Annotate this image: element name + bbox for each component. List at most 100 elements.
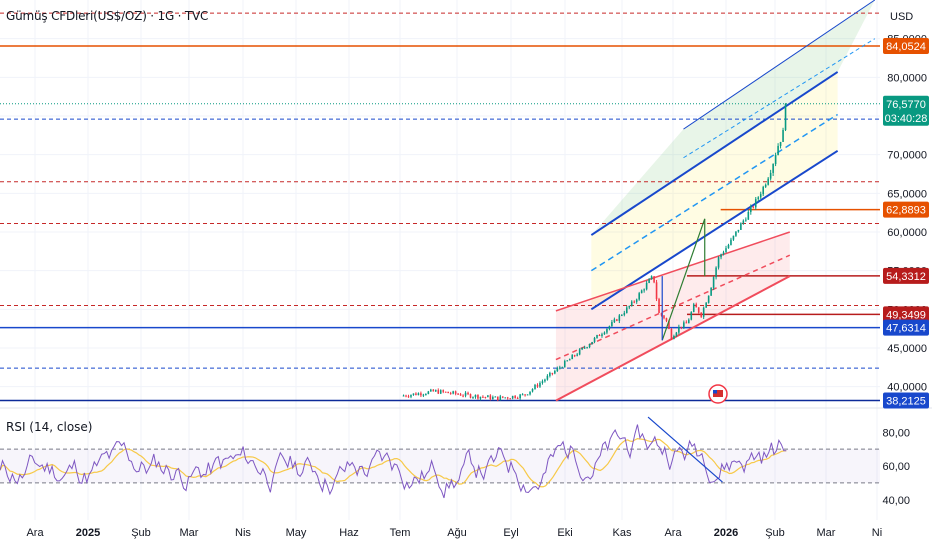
candle-body: [653, 276, 655, 283]
candle-body: [434, 390, 437, 392]
blue-channel-upper[interactable]: [590, 71, 839, 236]
candle-body: [551, 372, 554, 374]
candle-body: [692, 304, 695, 312]
candle-body: [772, 164, 774, 173]
time-tick-label: Eyl: [503, 527, 518, 539]
candle-body: [586, 347, 588, 349]
candle-body: [430, 389, 432, 392]
price-tag[interactable]: [883, 201, 929, 218]
candle-body: [420, 393, 422, 396]
time-tick-label: 2026: [714, 527, 738, 539]
price-tag-label: 49,3499: [886, 309, 926, 321]
price-tag[interactable]: [883, 37, 929, 54]
candle-body: [737, 229, 740, 232]
candle-body: [665, 318, 668, 321]
price-tag[interactable]: [883, 306, 929, 323]
red-channel-upper[interactable]: [555, 231, 791, 312]
candle-body: [489, 395, 492, 400]
us-flag-canton: [713, 390, 717, 394]
candle-body: [469, 394, 472, 398]
candle-body: [720, 254, 722, 258]
candle-body: [519, 394, 521, 399]
candle-body: [668, 320, 670, 330]
time-tick-label: Nis: [235, 527, 251, 539]
candle-body: [549, 372, 551, 376]
price-tag[interactable]: [883, 267, 929, 284]
candle-body: [603, 332, 606, 335]
candle-body: [467, 392, 469, 395]
rsi-tick-label: 80,00: [882, 427, 910, 439]
channel-top-line[interactable]: [683, 0, 876, 130]
candle-body: [673, 336, 675, 340]
candle-body: [685, 322, 688, 324]
candle-body: [717, 257, 720, 268]
candle-body: [735, 231, 737, 236]
candle-body: [769, 172, 772, 179]
price-tag[interactable]: [883, 95, 929, 126]
candle-body: [472, 397, 474, 399]
candle-body: [601, 334, 603, 336]
candle-body: [561, 367, 564, 369]
candle-body: [650, 276, 653, 280]
candle-body: [702, 307, 705, 317]
time-tick-label: Haz: [339, 527, 359, 539]
candle-body: [566, 360, 569, 362]
candle-body: [506, 397, 509, 399]
blue-channel-lower[interactable]: [590, 149, 839, 311]
candle-body: [415, 393, 417, 396]
candle-body: [511, 395, 514, 399]
candle-body: [598, 335, 601, 337]
candle-body: [675, 332, 678, 337]
candle-body: [494, 396, 497, 398]
price-tag-label: 62,8893: [886, 205, 926, 217]
candle-body: [536, 384, 539, 387]
candle-body: [544, 379, 546, 382]
candle-body: [779, 141, 782, 146]
blue-channel-mid-dashed[interactable]: [590, 113, 839, 272]
time-tick-label: Ara: [26, 527, 44, 539]
candle-body: [477, 394, 479, 399]
candle-body: [725, 248, 727, 253]
candle-body: [484, 396, 487, 398]
candle-body: [405, 395, 407, 397]
candle-body: [571, 355, 574, 360]
candle-body: [678, 326, 680, 333]
candle-body: [695, 304, 698, 308]
candle-body: [660, 312, 663, 316]
candle-body: [407, 396, 410, 398]
candle-body: [539, 382, 541, 387]
candle-body: [447, 391, 449, 394]
candle-body: [402, 395, 405, 397]
time-tick-label: Ni: [872, 527, 882, 539]
time-tick-label: Mar: [817, 527, 836, 539]
candle-body: [630, 301, 633, 306]
measure-diagonal[interactable]: [661, 218, 706, 341]
candle-body: [509, 398, 512, 400]
candle-body: [715, 267, 717, 278]
time-tick-label: Ara: [664, 527, 682, 539]
price-tag[interactable]: [883, 392, 929, 409]
candle-body: [474, 394, 477, 398]
channel-top-mid-dashed[interactable]: [683, 38, 876, 159]
candle-body: [633, 301, 636, 303]
candle-body: [712, 277, 715, 288]
time-tick-label: Eki: [557, 527, 572, 539]
candle-body: [427, 391, 430, 395]
candle-body: [697, 307, 700, 313]
red-channel-mid-dashed[interactable]: [555, 254, 791, 361]
currency-label[interactable]: USD: [890, 11, 914, 23]
candle-body: [621, 314, 623, 316]
price-tag[interactable]: [883, 319, 929, 336]
rsi-label[interactable]: RSI (14, close): [6, 420, 93, 434]
candle-body: [487, 395, 489, 398]
candle-body: [563, 360, 566, 368]
candle-body: [554, 370, 556, 374]
price-tick-label: 80,0000: [887, 72, 927, 84]
rsi-tick-label: 40,00: [882, 495, 910, 507]
rsi-trendline[interactable]: [647, 416, 723, 483]
red-channel-lower[interactable]: [555, 275, 791, 402]
rsi-band: [0, 449, 880, 483]
rsi-ma-line: [0, 437, 787, 488]
